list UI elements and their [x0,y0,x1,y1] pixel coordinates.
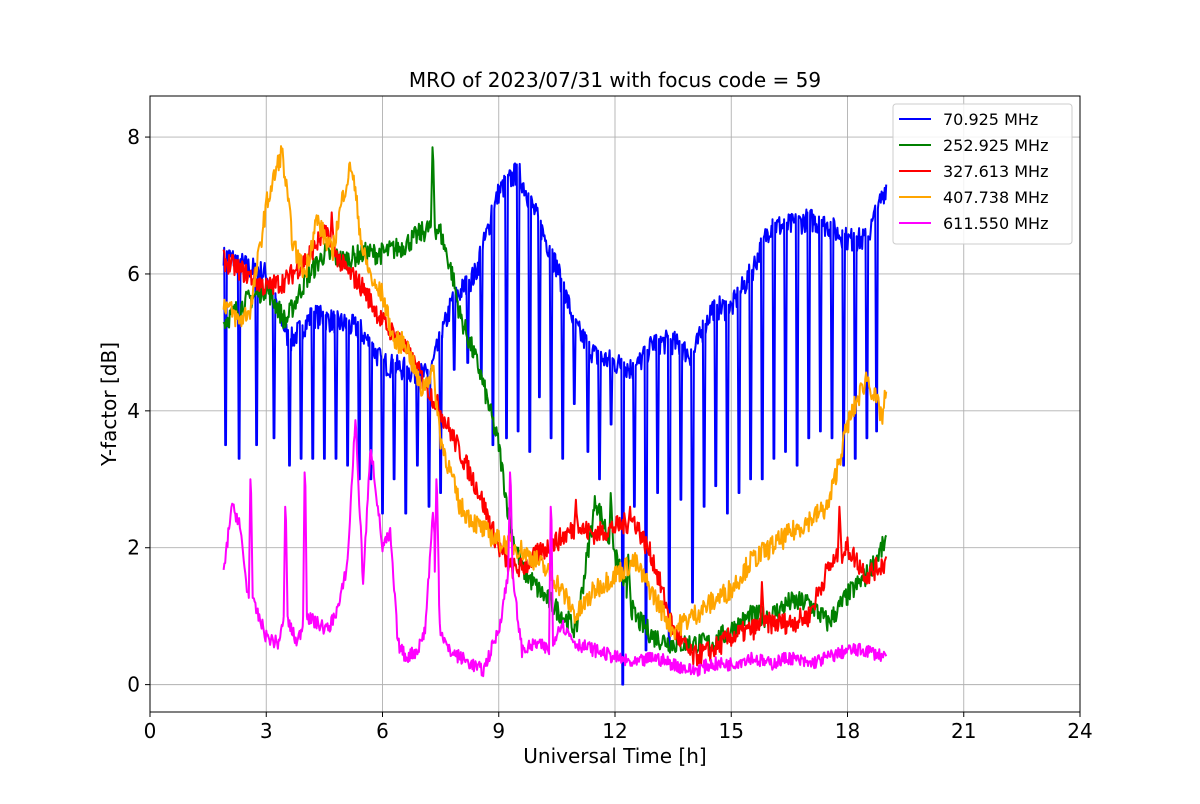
x-axis-label: Universal Time [h] [523,744,706,768]
y-tick-label: 2 [127,536,140,560]
series-layer [222,145,888,686]
legend-label: 407.738 MHz [943,188,1048,207]
x-tick-label: 21 [951,719,976,743]
legend-label: 70.925 MHz [943,110,1038,129]
series-line-4 [222,419,888,678]
legend-label: 252.925 MHz [943,136,1048,155]
y-tick-label: 8 [127,125,140,149]
legend-box [892,103,1073,245]
legend: 70.925 MHz 252.925 MHz 327.613 MHz 407.738 … [892,103,1073,245]
x-tick-label: 9 [492,719,505,743]
y-axis-label: Y-factor [dB] [97,342,121,467]
y-tick-label: 0 [127,673,140,697]
x-tick-label: 0 [144,719,157,743]
y-tick-label: 6 [127,262,140,286]
x-tick-label: 12 [602,719,627,743]
x-tick-label: 24 [1067,719,1092,743]
legend-label: 611.550 MHz [943,214,1048,233]
x-tick-label: 18 [835,719,860,743]
y-tick-label: 4 [127,399,140,423]
series-line-0 [222,162,888,686]
legend-label: 327.613 MHz [943,162,1048,181]
x-tick-label: 6 [376,719,389,743]
x-tick-label: 3 [260,719,273,743]
series-line-3 [222,145,888,641]
chart-title: MRO of 2023/07/31 with focus code = 59 [409,68,821,92]
x-tick-label: 15 [719,719,744,743]
